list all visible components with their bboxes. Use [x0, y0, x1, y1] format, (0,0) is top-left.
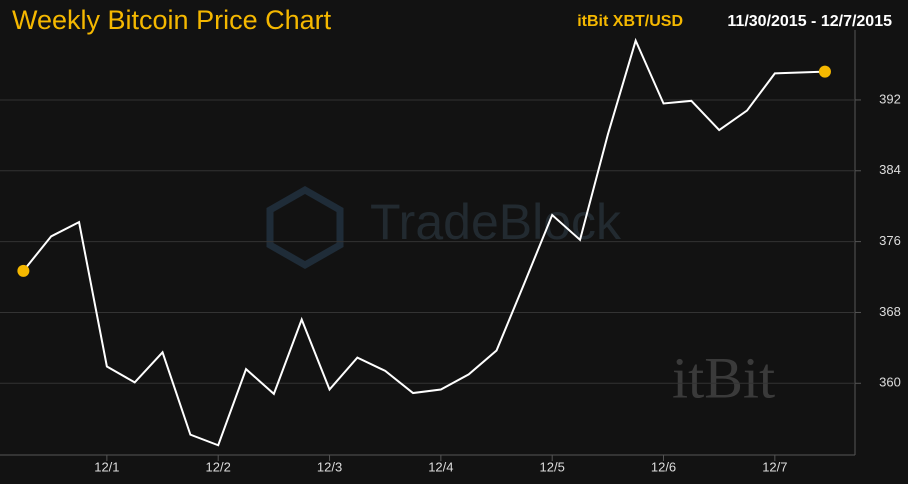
watermark: itBit: [672, 345, 775, 410]
x-tick-label: 12/2: [206, 459, 231, 474]
y-tick-label: 384: [879, 162, 901, 177]
x-tick-label: 12/7: [762, 459, 787, 474]
y-tick-label: 368: [879, 304, 901, 319]
y-tick-label: 376: [879, 233, 901, 248]
end-marker: [17, 264, 30, 277]
x-tick-label: 12/6: [651, 459, 676, 474]
y-tick-label: 392: [879, 91, 901, 106]
date-range: 11/30/2015 - 12/7/2015: [727, 13, 892, 30]
price-line: [22, 37, 825, 447]
y-tick-label: 360: [879, 375, 901, 390]
chart-title: Weekly Bitcoin Price Chart: [12, 5, 332, 35]
series-name: itBit XBT/USD: [577, 13, 683, 30]
x-tick-label: 12/4: [428, 459, 453, 474]
x-tick-label: 12/1: [94, 459, 119, 474]
end-marker: [818, 65, 831, 78]
tradeblock-logo: [266, 185, 344, 270]
x-tick-label: 12/5: [540, 459, 565, 474]
x-tick-label: 12/3: [317, 459, 342, 474]
